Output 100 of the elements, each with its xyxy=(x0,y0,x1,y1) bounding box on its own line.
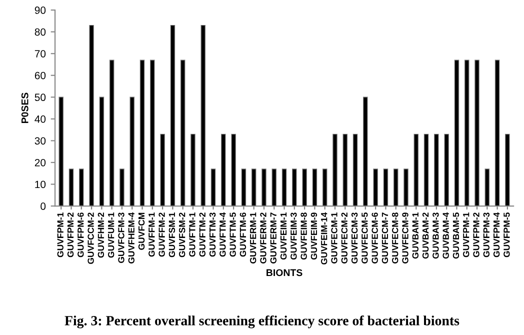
bar xyxy=(170,24,176,206)
x-tick-label: GUVFTM-4 xyxy=(220,212,226,257)
bar xyxy=(474,60,480,206)
x-tick-label: GUVFECM-1 xyxy=(331,212,338,264)
x-tick-label: GUVFEIM-9 xyxy=(310,212,318,260)
bar xyxy=(272,168,277,206)
x-tick-label: GUVFPM-6 xyxy=(78,212,84,258)
bar xyxy=(241,168,246,206)
y-tick-label: 30 xyxy=(34,137,46,145)
bar xyxy=(210,168,216,206)
x-tick-label: GUVFPM-5 xyxy=(504,212,510,258)
y-tick-label: 60 xyxy=(34,72,46,80)
y-tick-label: 70 xyxy=(34,50,46,58)
bar xyxy=(221,134,226,206)
x-tick-label: GUVFECM-5 xyxy=(362,212,368,264)
x-tick-label: GUVFECM-2 xyxy=(341,212,348,264)
x-tick-label: GUVFTM-1 xyxy=(189,212,196,257)
y-tick-label: 40 xyxy=(34,115,46,123)
y-tick-label: 80 xyxy=(34,28,46,36)
bar xyxy=(454,60,460,206)
x-tick-label: GUVFECM-9 xyxy=(402,212,408,264)
x-tick-label: GUVFPM-1 xyxy=(57,212,64,258)
bar xyxy=(494,60,500,206)
bar xyxy=(231,134,236,206)
x-tick-label: GUVFERM-1 xyxy=(250,212,256,264)
y-tick-label: 90 xyxy=(34,6,46,14)
y-axis-title: P0SES xyxy=(21,92,28,124)
bar xyxy=(414,134,419,206)
bar xyxy=(109,60,114,206)
x-tick-label: GUVFEIM-14 xyxy=(321,212,328,264)
bar xyxy=(383,168,388,206)
x-tick-label: GUVFECM-6 xyxy=(372,212,378,264)
bar xyxy=(68,168,74,206)
x-tick-label: GUVFERM-2 xyxy=(260,212,266,264)
bar xyxy=(363,96,368,206)
x-tick-label: GUVFSM-2 xyxy=(178,212,186,258)
x-tick-label: GUVFTM-2 xyxy=(199,212,206,257)
bar xyxy=(180,60,186,206)
y-tick-label: 0 xyxy=(40,202,46,210)
bar xyxy=(282,168,287,206)
x-tick-label: GUVFECM-8 xyxy=(392,212,398,264)
y-tick-label: 20 xyxy=(34,158,46,166)
x-tick-label: GUVBAM-3 xyxy=(432,212,439,259)
bar xyxy=(292,168,297,206)
bar xyxy=(404,168,408,206)
x-tick-label: GUVFCM xyxy=(138,212,145,250)
bar xyxy=(302,168,307,206)
bar xyxy=(332,134,338,206)
bar xyxy=(444,134,449,206)
x-tick-label: GUVFTM-5 xyxy=(230,212,236,257)
bar xyxy=(58,96,64,206)
x-axis-title: BIONTS xyxy=(266,269,302,276)
bar xyxy=(393,168,398,206)
x-tick-label: GUVFFM-2 xyxy=(158,212,165,257)
x-tick-label: GUVFHM-2 xyxy=(98,212,104,258)
bar xyxy=(262,168,266,206)
bar xyxy=(434,134,439,206)
bar xyxy=(312,168,318,206)
bar xyxy=(373,168,378,206)
x-tick-label: GUVFPM-4 xyxy=(493,212,500,258)
x-tick-label: GUVFUM-1 xyxy=(108,212,114,258)
caption: Fig. 3: Percent overall screening efficiency score of bacterial bionts xyxy=(64,315,460,328)
bar xyxy=(99,96,104,206)
bar xyxy=(79,168,84,206)
bar xyxy=(160,134,165,206)
x-tick-label: GUVFECM-3 xyxy=(351,212,358,264)
bar xyxy=(424,134,429,206)
bar xyxy=(200,24,206,206)
x-tick-label: GUVFSM-1 xyxy=(168,212,176,258)
x-tick-label: GUVFHEM-4 xyxy=(128,212,134,264)
bar xyxy=(484,168,490,206)
bar xyxy=(190,134,196,206)
x-tick-label: GUVFTM-3 xyxy=(209,212,216,257)
x-tick-label: GUVFEIM-8 xyxy=(300,212,307,260)
bar xyxy=(140,60,145,206)
x-tick-label: GUVFCFM-3 xyxy=(118,212,124,263)
x-tick-label: GUVBAM-1 xyxy=(412,212,418,259)
x-tick-label: GUVFPM-2 xyxy=(473,212,480,258)
x-tick-label: GUVBAM-2 xyxy=(422,212,429,259)
x-tick-label: GUVFPM-2 xyxy=(67,212,74,258)
x-tick-label: GUVFFM-1 xyxy=(148,212,155,257)
x-tick-label: GUVFPM-1 xyxy=(463,212,470,258)
bar xyxy=(120,168,124,206)
bar xyxy=(505,134,510,206)
x-tick-label: GUVFEIM-3 xyxy=(290,212,297,260)
y-tick-label: 50 xyxy=(34,94,46,102)
bar xyxy=(464,60,470,206)
x-tick-label: GUVFECM-7 xyxy=(382,212,388,264)
bar xyxy=(322,168,328,206)
bar xyxy=(150,60,155,206)
bar xyxy=(251,168,256,206)
y-tick-label: 10 xyxy=(35,180,46,188)
x-tick-label: GUVFCCM-2 xyxy=(88,212,94,264)
bar xyxy=(130,96,134,206)
x-tick-label: GUVFTM-6 xyxy=(240,212,246,257)
bar xyxy=(89,24,94,206)
bar xyxy=(342,134,348,206)
x-tick-label: GUVBAM-4 xyxy=(442,212,449,259)
bar xyxy=(352,134,358,206)
x-tick-label: GUVFPM-3 xyxy=(483,212,490,258)
